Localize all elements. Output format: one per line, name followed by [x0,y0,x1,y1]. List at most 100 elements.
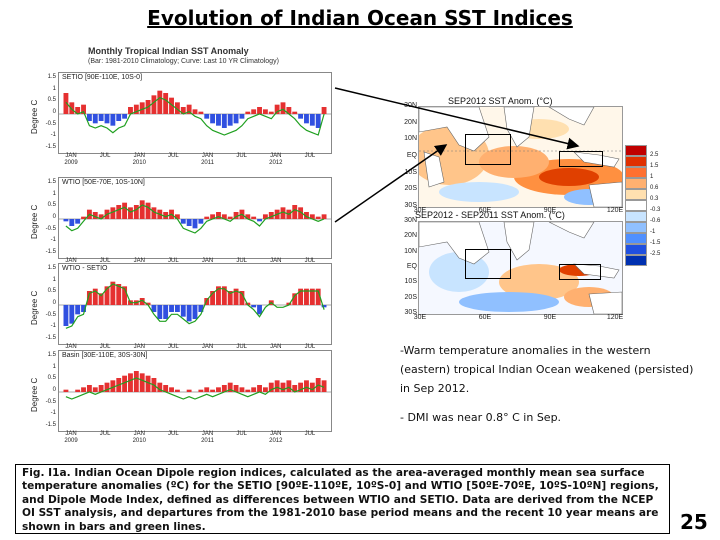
anomaly-bar [298,382,304,392]
y-tick-label: 0.5 [47,375,56,382]
anomaly-bar [98,293,104,305]
anomaly-bar [216,114,221,126]
anomaly-bar [122,286,128,305]
anomaly-bar [315,288,321,305]
colorbar-cell [625,222,647,233]
y-tick-label: -1 [50,323,56,330]
anomaly-bar [198,111,204,114]
y-tick-label: 0.5 [47,97,56,104]
anomaly-bar [116,205,122,219]
anomaly-bar [180,107,186,114]
y-tick-label: -0.5 [45,225,56,232]
colorbar-cell [625,200,647,211]
anomaly-bar [145,375,151,392]
anomaly-bar [180,219,186,224]
y-tick-label: -0.5 [45,311,56,318]
anomaly-bar [268,212,274,219]
anomaly-bar [169,387,174,392]
timeseries-plot [59,371,331,400]
anomaly-bar [92,114,98,124]
latitude-label: EQ [406,263,417,270]
climatology-curve [65,283,325,329]
anomaly-bar [69,305,75,324]
x-tick-label: JUL [236,344,247,350]
anomaly-bar [198,389,204,392]
anomaly-bar [233,114,239,124]
anomaly-bar [304,212,309,219]
anomaly-bar [251,216,257,219]
y-tick-label: 0 [52,387,56,393]
anomaly-bar [104,114,110,124]
x-tick-label: JUL [168,344,179,350]
anomaly-bar [298,207,304,219]
anomaly-bar [98,385,104,392]
anomaly-bar [116,284,122,305]
timeseries-header-title: Monthly Tropical Indian SST Anomaly [88,46,249,56]
anomaly-bar [110,380,116,392]
latitude-label: 10N [404,135,417,143]
anomaly-bar [139,102,145,114]
anomaly-bar [315,216,321,219]
latitude-label: 30S [404,309,417,316]
y-tick-label: 1 [52,363,56,370]
anomaly-bar [239,291,245,305]
anomaly-bar [233,288,239,305]
anomaly-bar [321,380,327,392]
longitude-label: 60E [478,314,492,321]
anomaly-bar [75,219,81,224]
anomaly-bar [63,389,69,392]
y-tick-label: 1.5 [47,179,56,185]
slide-title: Evolution of Indian Ocean SST Indices [147,6,573,30]
timeseries-header: Monthly Tropical Indian SST Anomaly (Bar… [38,44,328,74]
anomaly-bar [104,286,110,305]
anomaly-bar [128,107,133,114]
anomaly-bar [81,216,86,219]
climatology-curve [65,204,325,234]
timeseries-header-subtitle: (Bar: 1981-2010 Climatology; Curve: Last… [88,58,279,65]
colorbar-label: 1 [650,174,654,180]
colorbar-label: -1 [650,229,656,235]
anomaly-bar [221,385,227,392]
anomaly-bar [92,387,98,392]
anomaly-bar [169,305,174,312]
anomaly-bar [75,107,81,114]
anomaly-bar [110,114,116,126]
colorbar-label: -0.3 [650,207,661,213]
colorbar-label: 0.6 [650,185,659,191]
anomaly-bar [192,109,198,114]
latitude-label: 20S [404,185,417,193]
anomaly-bar [145,202,151,219]
anomaly-bar [180,305,186,317]
colorbar-cell [625,233,647,244]
page-number: 25 [680,510,708,534]
anomaly-bar [298,114,304,119]
anomaly-bar [262,214,268,219]
y-tick-label: 1 [52,190,56,197]
y-tick-label: -1.5 [45,335,56,341]
colorbar-cell [625,167,647,178]
anomaly-bar [304,380,309,392]
x-tick-label: JUL [304,431,316,437]
anomaly-bar [227,382,233,392]
anomaly-bar [75,305,81,315]
anomaly-bar [192,219,198,229]
anomaly-bar [292,205,298,219]
y-tick-label: 0 [52,300,56,306]
anomaly-bar [292,293,298,305]
climatology-curve [65,377,325,400]
anomaly-bar [157,305,163,319]
anomaly-bar [204,216,210,219]
anomaly-bar [298,288,304,305]
anomaly-bar [63,219,69,222]
anomaly-bar [145,302,151,305]
y-tick-label: -1.5 [45,422,56,428]
x-tick-label: JUL [168,153,179,159]
x-tick-label: JUL [304,344,316,350]
anomaly-bar [81,387,86,392]
colorbar-cell [625,156,647,167]
anomaly-bar [98,114,104,121]
